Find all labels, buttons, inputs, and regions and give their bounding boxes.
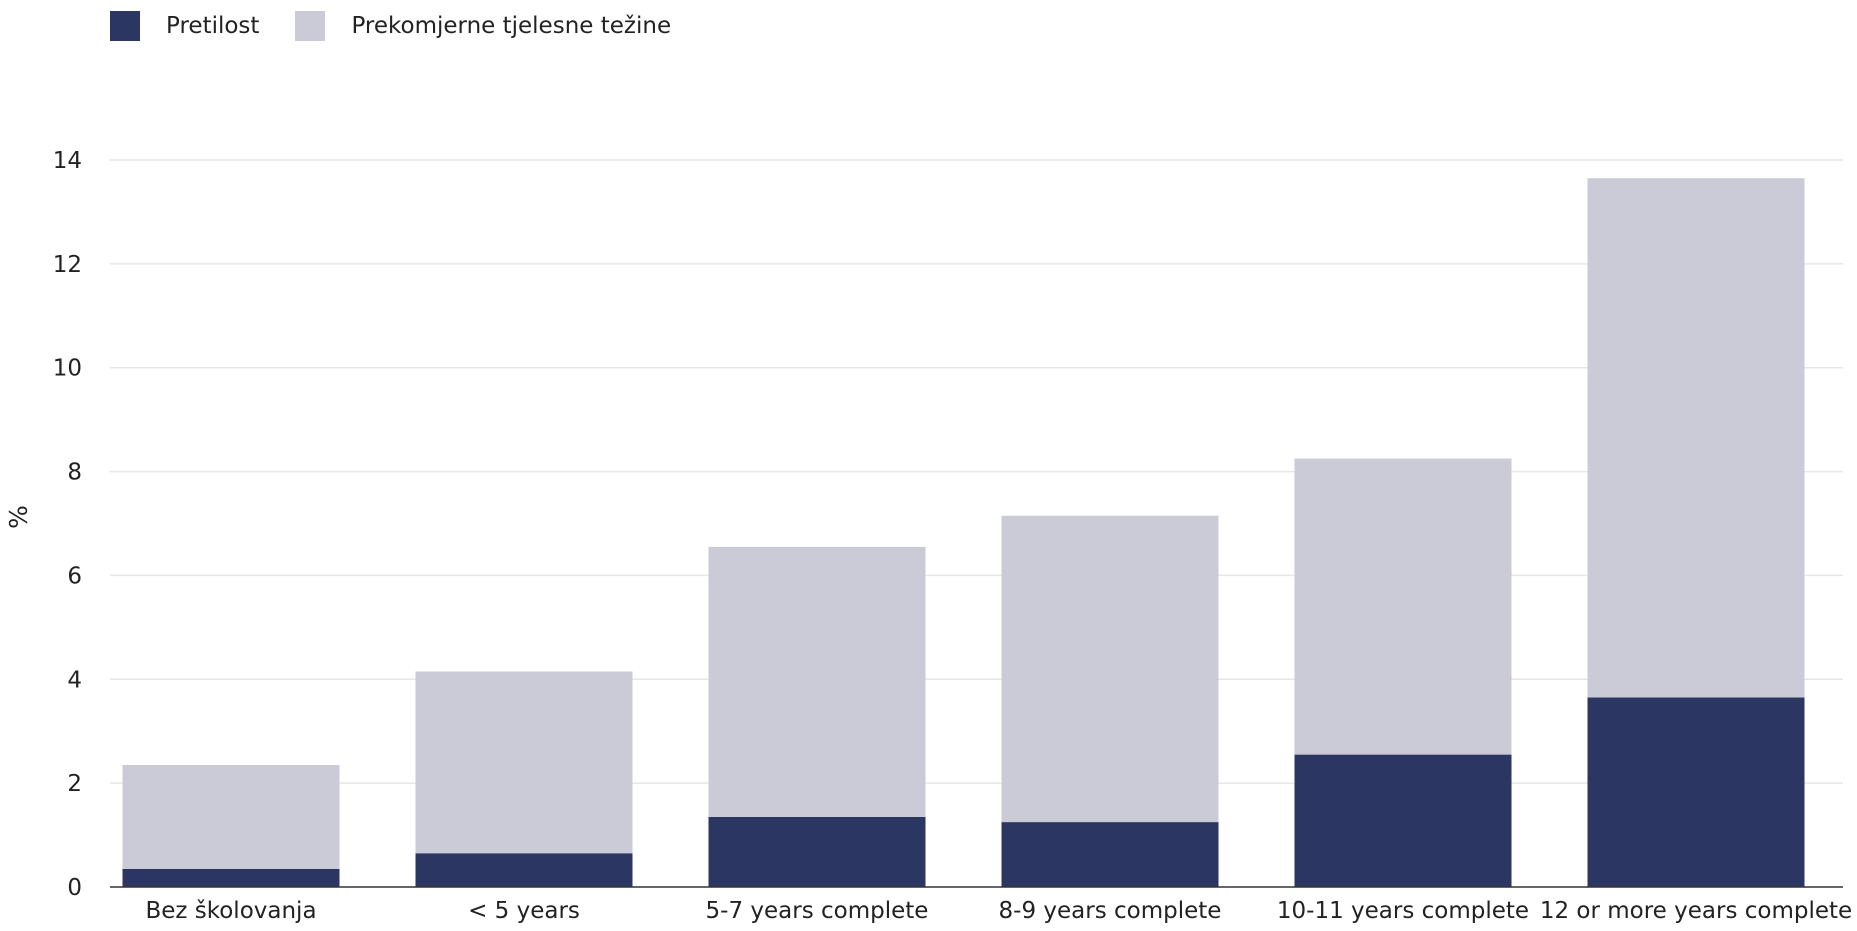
- x-tick-label: 12 or more years complete: [1540, 898, 1852, 924]
- bar-pretilost-4[interactable]: [1294, 754, 1512, 887]
- legend-swatch-prekomjerne: [295, 11, 326, 41]
- bar-prekomjerne-5[interactable]: [1587, 178, 1805, 698]
- bar-prekomjerne-3[interactable]: [1001, 515, 1219, 823]
- bar-prekomjerne-1[interactable]: [415, 671, 633, 854]
- y-tick-label: 6: [67, 563, 82, 589]
- legend-swatch-pretilost: [110, 11, 140, 41]
- bar-pretilost-3[interactable]: [1001, 822, 1219, 887]
- y-axis-ticks: 0 2 4 6 8 10 12 14: [53, 148, 82, 901]
- legend-label-prekomjerne: Prekomjerne tjelesne težine: [351, 13, 672, 39]
- y-tick-label: 14: [53, 148, 82, 174]
- legend-item-pretilost[interactable]: Pretilost: [110, 11, 259, 41]
- bar-prekomjerne-0[interactable]: [122, 764, 340, 869]
- x-tick-label: 10-11 years complete: [1277, 898, 1529, 924]
- y-tick-label: 4: [67, 667, 82, 693]
- bar-pretilost-0[interactable]: [122, 868, 340, 887]
- x-axis-ticks: Bez školovanja < 5 years 5-7 years complet…: [145, 898, 1852, 924]
- legend-label-pretilost: Pretilost: [166, 13, 260, 39]
- y-tick-label: 2: [67, 771, 82, 797]
- bar-pretilost-2[interactable]: [708, 816, 926, 887]
- bar-prekomjerne-2[interactable]: [708, 546, 926, 817]
- y-tick-label: 8: [67, 460, 82, 486]
- bar-pretilost-1[interactable]: [415, 853, 633, 887]
- bar-pretilost-5[interactable]: [1587, 697, 1805, 887]
- x-tick-label: < 5 years: [468, 898, 580, 924]
- legend: Pretilost Prekomjerne tjelesne težine: [110, 10, 707, 42]
- x-tick-label: Bez školovanja: [145, 898, 316, 924]
- y-tick-label: 12: [53, 252, 82, 278]
- x-tick-label: 5-7 years complete: [706, 898, 929, 924]
- y-axis-label: %: [4, 505, 33, 529]
- bars: [122, 178, 1805, 887]
- bar-prekomjerne-4[interactable]: [1294, 458, 1512, 755]
- x-tick-label: 8-9 years complete: [999, 898, 1222, 924]
- y-tick-label: 10: [53, 356, 82, 382]
- gridlines: [110, 159, 1843, 784]
- legend-item-prekomjerne[interactable]: Prekomjerne tjelesne težine: [295, 11, 671, 41]
- y-tick-label: 0: [67, 875, 82, 901]
